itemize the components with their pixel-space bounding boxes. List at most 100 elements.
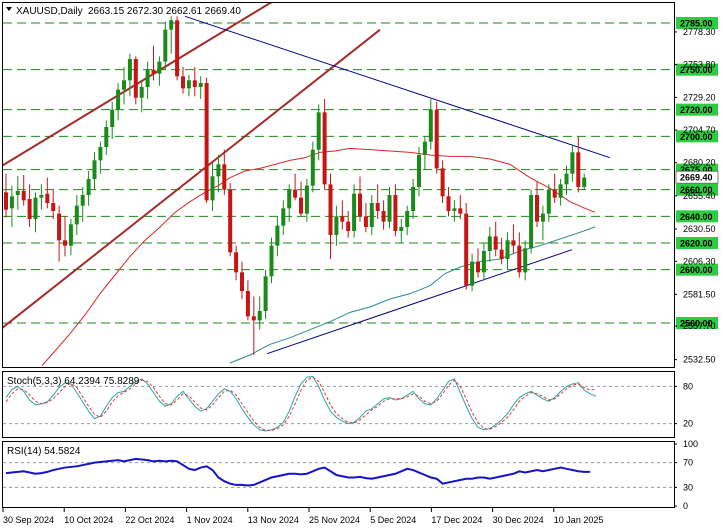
candle-body <box>74 205 79 225</box>
candle-body <box>393 195 398 231</box>
candle <box>9 185 14 227</box>
y-tick-label: 2729.20 <box>683 92 716 102</box>
candle <box>228 183 233 257</box>
candle-body <box>446 196 451 211</box>
candle-body <box>198 83 203 87</box>
candle-body <box>86 179 91 195</box>
candle <box>411 179 416 219</box>
candle-body <box>529 195 534 249</box>
candle-body <box>434 109 439 169</box>
current-price-label: 2669.40 <box>680 173 713 183</box>
candle-body <box>234 252 239 273</box>
candle-body <box>481 251 486 273</box>
price-layer <box>0 0 674 366</box>
osc-tick-label: 30 <box>683 482 693 492</box>
candle <box>275 216 280 257</box>
candle <box>222 149 227 195</box>
candle-body <box>405 211 410 227</box>
level-badge: 2750.00 <box>676 63 718 76</box>
candle <box>204 77 209 203</box>
candle <box>4 173 8 218</box>
y-tick-label: 2655.40 <box>683 191 716 201</box>
moving-average-teal <box>229 226 596 364</box>
candle-body <box>186 80 191 89</box>
trendline[interactable] <box>184 15 611 159</box>
candle <box>458 195 463 219</box>
candle-body <box>45 193 50 203</box>
candle-body <box>269 245 274 277</box>
candle-body <box>15 191 20 195</box>
candle-body <box>263 276 268 311</box>
level-badge-label: 2620.00 <box>680 239 713 249</box>
level-badge: 2620.00 <box>676 237 718 249</box>
candle-body <box>80 195 85 206</box>
candle-body <box>358 193 362 217</box>
x-tick-label: 25 Nov 2024 <box>309 515 360 525</box>
candle-body <box>499 249 504 259</box>
level-badge-label: 2675.00 <box>680 165 713 175</box>
candle <box>169 16 174 54</box>
candle <box>576 136 581 193</box>
candle-body <box>411 187 416 211</box>
candle-body <box>27 199 32 219</box>
candle-body <box>458 208 463 214</box>
candle <box>346 211 351 238</box>
candle <box>234 245 239 281</box>
candle <box>257 296 262 330</box>
candle <box>240 261 244 299</box>
candle <box>293 173 298 201</box>
candle <box>570 144 575 182</box>
candle <box>80 187 85 222</box>
candle <box>163 21 168 70</box>
y-tick-label: 2753.80 <box>683 60 716 70</box>
x-tick-label: 1 Nov 2024 <box>187 515 233 525</box>
candle-body <box>493 236 498 250</box>
candle-body <box>257 311 262 321</box>
candle-body <box>363 216 368 227</box>
x-tick-label: 22 Oct 2024 <box>125 515 174 525</box>
candle-body <box>92 160 97 179</box>
candle <box>245 280 250 321</box>
candle <box>523 240 528 281</box>
osc-series-line <box>5 375 597 432</box>
candle-body <box>299 197 303 214</box>
candle-body <box>381 211 386 222</box>
candle <box>210 163 215 211</box>
dropdown-triangle-icon[interactable] <box>6 7 12 11</box>
x-tick-label: 30 Sep 2024 <box>3 515 54 525</box>
candle <box>328 173 333 259</box>
symbol-label: XAUUSD,Daily <box>16 6 83 17</box>
candle-body <box>139 87 144 98</box>
candle <box>127 53 132 97</box>
level-badge-label: 2600.00 <box>680 265 713 275</box>
candle <box>92 152 97 190</box>
candle <box>27 184 32 227</box>
y-tick-label: 2532.50 <box>683 355 716 365</box>
trendline[interactable] <box>0 28 381 330</box>
y-tick-label: 2606.30 <box>683 256 716 266</box>
candle-body <box>245 291 250 317</box>
candle <box>440 160 445 203</box>
candle-body <box>293 189 298 198</box>
rsi-layer <box>3 457 674 488</box>
candle <box>322 99 327 190</box>
candle-body <box>540 213 545 222</box>
candle-body <box>110 109 115 127</box>
candle-body <box>39 195 44 198</box>
candle-body <box>535 195 539 222</box>
level-badge: 2785.00 <box>676 17 718 29</box>
level-badge-bg <box>676 17 718 29</box>
candle <box>363 203 368 233</box>
candle-body <box>287 189 292 209</box>
candle <box>74 195 79 235</box>
candle-body <box>68 224 73 246</box>
candle <box>340 200 345 230</box>
y-tick-label: 2630.50 <box>683 224 716 234</box>
level-badge-label: 2660.00 <box>680 185 713 195</box>
candle <box>86 171 91 206</box>
trendline[interactable] <box>0 0 380 167</box>
candle-body <box>116 89 121 110</box>
candle-body <box>151 69 156 74</box>
x-tick-label: 10 Jan 2025 <box>554 515 604 525</box>
candle-body <box>57 213 62 241</box>
